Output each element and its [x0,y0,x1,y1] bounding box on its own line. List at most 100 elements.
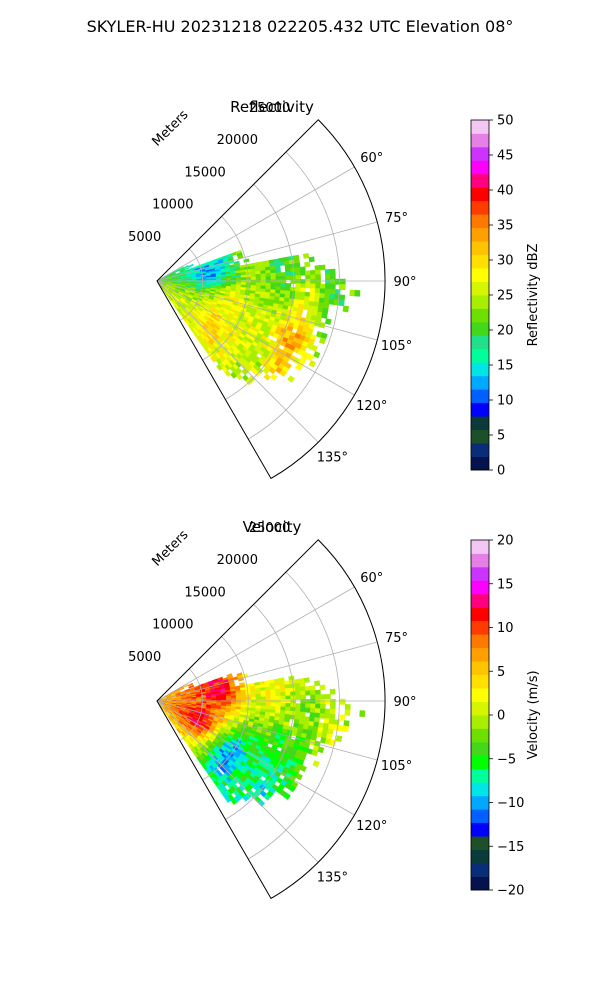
field-cell [266,277,271,280]
field-cell [300,691,305,695]
colorbar-tick-label: 20 [497,534,514,549]
field-cell [281,703,286,707]
field-cell [276,693,281,697]
field-cell [291,700,296,704]
field-cell [345,710,350,716]
field-cell [325,284,330,289]
field-cell [266,693,271,696]
field-cell [231,698,236,700]
colorbar-tick-label: 15 [497,359,514,374]
field-cell [315,704,320,709]
field-cell [261,694,266,697]
field-cell [271,280,276,283]
azimuth-tick-label: 60° [360,151,383,166]
field-cell [320,713,325,718]
colorbar-segment [471,308,489,322]
colorbar-segment [471,228,489,242]
field-cell [295,271,300,275]
field-cell [315,690,320,695]
field-cell [330,289,335,294]
colorbar-segment [471,282,489,296]
field-cell [311,279,316,284]
field-cell [231,278,236,280]
field-cell [261,280,266,283]
colorbar-tick-label: −15 [497,840,524,855]
field-cell [188,264,193,267]
colorbar-segment [471,214,489,228]
colorbar-tick-label: 40 [497,184,514,199]
field-cell [290,707,295,711]
field-cell [310,690,315,695]
field-cell [291,280,296,284]
figure-suptitle: SKYLER-HU 20231218 022205.432 UTC Elevat… [87,17,514,36]
field-cell [310,708,315,713]
field-cell [281,276,286,280]
colorbar-segment [471,362,489,376]
range-tick-label: 15000 [184,585,225,600]
field-cell [271,700,276,703]
field-cell [336,736,342,742]
field-cell [286,272,291,276]
field-cell [305,686,310,691]
field-cell [296,280,301,284]
colorbar-segment [471,877,489,891]
range-tick-label: 20000 [217,133,258,148]
field-cell [271,693,276,697]
colorbar-segment [471,594,489,608]
colorbar-segment [471,836,489,850]
field-cell [315,270,320,275]
reflectivity-colorbar-label: Reflectivity dBZ [526,244,541,347]
field-cell [281,280,286,284]
colorbar-segment [471,648,489,662]
field-cell [295,708,300,712]
field-cell [251,280,256,283]
field-cell [281,283,286,287]
colorbar-segment [471,540,489,554]
colorbar-segment [471,634,489,648]
field-cell [306,699,311,703]
colorbar-segment [471,567,489,581]
field-cell [345,704,350,710]
field-cell [261,274,266,277]
field-cell [320,694,325,699]
field-cell [305,691,310,696]
field-cell [320,284,325,289]
field-cell [320,265,325,270]
colorbar-segment [471,715,489,729]
field-cell [305,708,310,713]
field-cell [290,688,295,692]
field-cell [330,714,335,719]
field-cell [355,290,360,296]
field-cell [251,277,256,280]
colorbar-segment [471,349,489,363]
field-cell [281,692,286,696]
field-cell [271,703,276,706]
field-cell [266,283,271,286]
field-cell [276,696,281,700]
field-cell [291,703,296,707]
field-cell [316,279,321,284]
field-cell [261,277,266,280]
field-cell [290,287,295,291]
field-cell [251,700,256,703]
field-cell [315,275,320,280]
field-cell [325,709,330,714]
reflectivity-field [157,250,360,385]
colorbar-segment [471,174,489,188]
field-cell [360,711,365,717]
field-cell [339,300,345,306]
colorbar-segment [471,675,489,689]
field-cell [330,284,335,289]
field-cell [256,274,261,277]
colorbar-segment [471,607,489,621]
colorbar-segment [471,661,489,675]
field-cell [315,708,320,713]
field-cell [310,288,315,293]
range-tick-label: 25000 [249,521,290,536]
field-cell [325,294,330,299]
field-cell [285,688,290,692]
